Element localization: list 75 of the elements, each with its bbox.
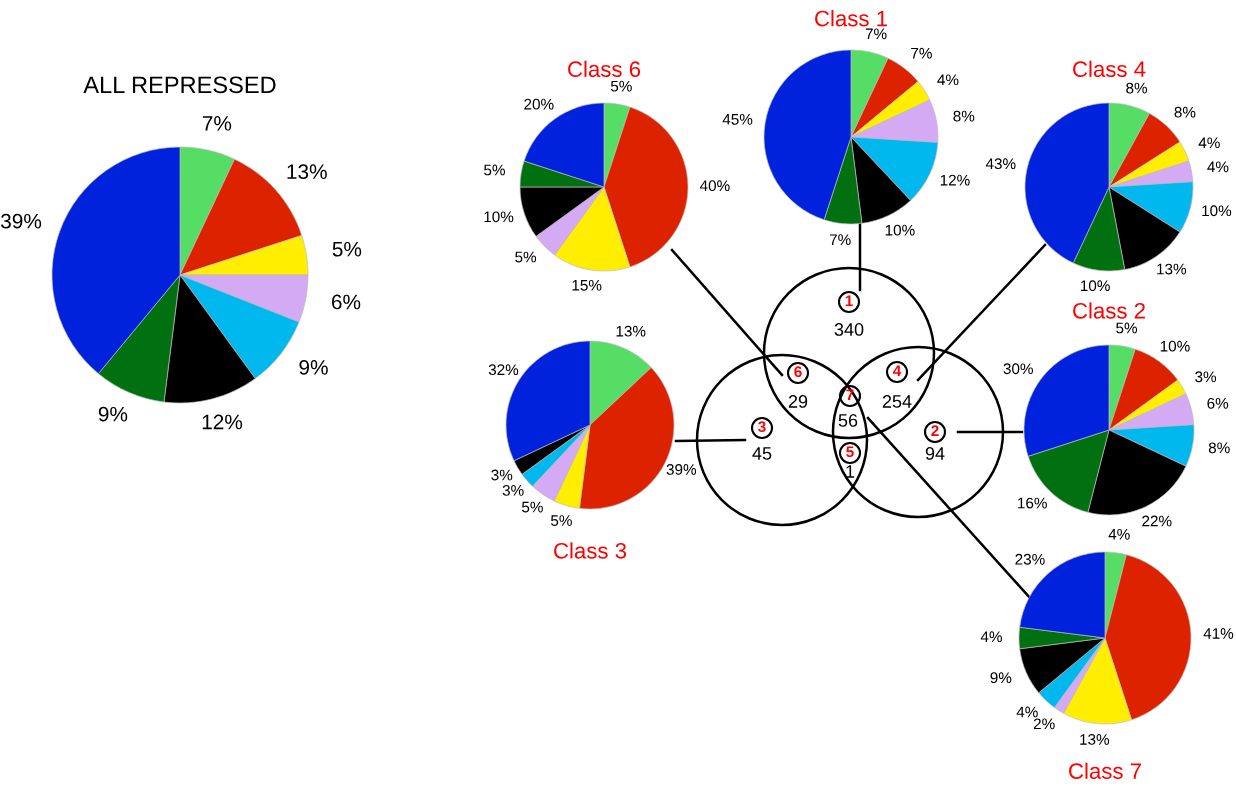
- data-label: 30%: [1003, 363, 1033, 375]
- data-label: 5%: [332, 241, 362, 257]
- data-label: 8%: [1174, 106, 1196, 118]
- data-label: 22%: [1142, 515, 1172, 527]
- data-label: 4%: [1016, 706, 1038, 718]
- data-label: 5%: [550, 515, 572, 526]
- data-label: 9%: [990, 672, 1012, 684]
- data-label: 10%: [1202, 205, 1232, 217]
- data-label: 41%: [1203, 628, 1234, 639]
- data-label: 4%: [1108, 528, 1130, 540]
- data-label: 3%: [1195, 371, 1217, 383]
- data-label: 43%: [985, 158, 1016, 170]
- category-label: 7: [846, 389, 854, 400]
- data-label: 10%: [1080, 280, 1110, 292]
- data-label: 10%: [885, 224, 915, 236]
- data-label: 12%: [202, 414, 243, 430]
- chart-title: ALL REPRESSED: [83, 76, 276, 94]
- category-label: 5: [846, 446, 854, 458]
- data-label: 4%: [1207, 161, 1229, 173]
- data-label: 45%: [722, 114, 753, 125]
- data-label: 7%: [865, 28, 887, 40]
- data-label: 340: [834, 323, 864, 336]
- data-label: 40%: [699, 180, 730, 192]
- data-label: 13%: [287, 164, 327, 180]
- data-label: 6%: [1207, 397, 1229, 409]
- data-label: 8%: [1208, 442, 1230, 454]
- data-label: 5%: [1116, 322, 1138, 334]
- data-label: 10%: [1160, 340, 1190, 352]
- data-label: 9%: [299, 359, 328, 375]
- data-label: 20%: [524, 98, 554, 110]
- data-label: 9%: [98, 406, 128, 422]
- data-label: 7%: [911, 47, 932, 59]
- data-label: 13%: [616, 325, 646, 337]
- data-label: 15%: [572, 279, 602, 291]
- chart-title: Class 2: [1073, 302, 1145, 319]
- data-label: 56: [838, 414, 858, 427]
- data-label: 8%: [953, 110, 975, 122]
- data-label: 13%: [1157, 263, 1187, 275]
- data-label: 3%: [502, 484, 524, 496]
- data-label: 254: [882, 395, 912, 408]
- data-label: 5%: [515, 251, 537, 263]
- data-label: 39%: [0, 213, 42, 229]
- data-label: 13%: [1080, 734, 1110, 745]
- category-label: 1: [845, 295, 853, 306]
- category-label: 6: [794, 366, 802, 378]
- data-label: 7%: [202, 116, 232, 131]
- data-label: 4%: [980, 631, 1002, 643]
- data-label: 29: [788, 395, 808, 408]
- data-label: 4%: [1198, 137, 1220, 149]
- data-label: 32%: [488, 364, 519, 376]
- data-label: 6%: [331, 294, 361, 310]
- data-label: 23%: [1015, 553, 1045, 565]
- data-label: 5%: [484, 164, 505, 176]
- data-label: 5%: [610, 80, 632, 92]
- chart-title: Class 1: [815, 10, 887, 27]
- chart-title: Class 6: [568, 60, 641, 78]
- data-label: 16%: [1018, 497, 1047, 509]
- text: Class 3: [554, 542, 627, 559]
- data-label: 10%: [484, 211, 514, 223]
- category-label: 3: [758, 421, 766, 433]
- data-label: 39%: [666, 464, 697, 475]
- data-label: 3%: [491, 469, 513, 481]
- data-label: 5%: [521, 501, 543, 513]
- category-label: 4: [892, 365, 902, 376]
- text: Class 7: [1069, 762, 1141, 779]
- data-label: 7%: [829, 234, 851, 245]
- data-label: 1: [846, 465, 855, 478]
- data-label: 12%: [940, 174, 970, 186]
- data-label: 2%: [1033, 718, 1055, 730]
- data-label: 8%: [1126, 82, 1148, 94]
- category-label: 2: [931, 425, 939, 436]
- data-label: 94: [925, 447, 945, 460]
- chart-title: Class 4: [1073, 60, 1146, 78]
- data-label: 45: [752, 447, 772, 460]
- data-label: 4%: [937, 74, 959, 86]
